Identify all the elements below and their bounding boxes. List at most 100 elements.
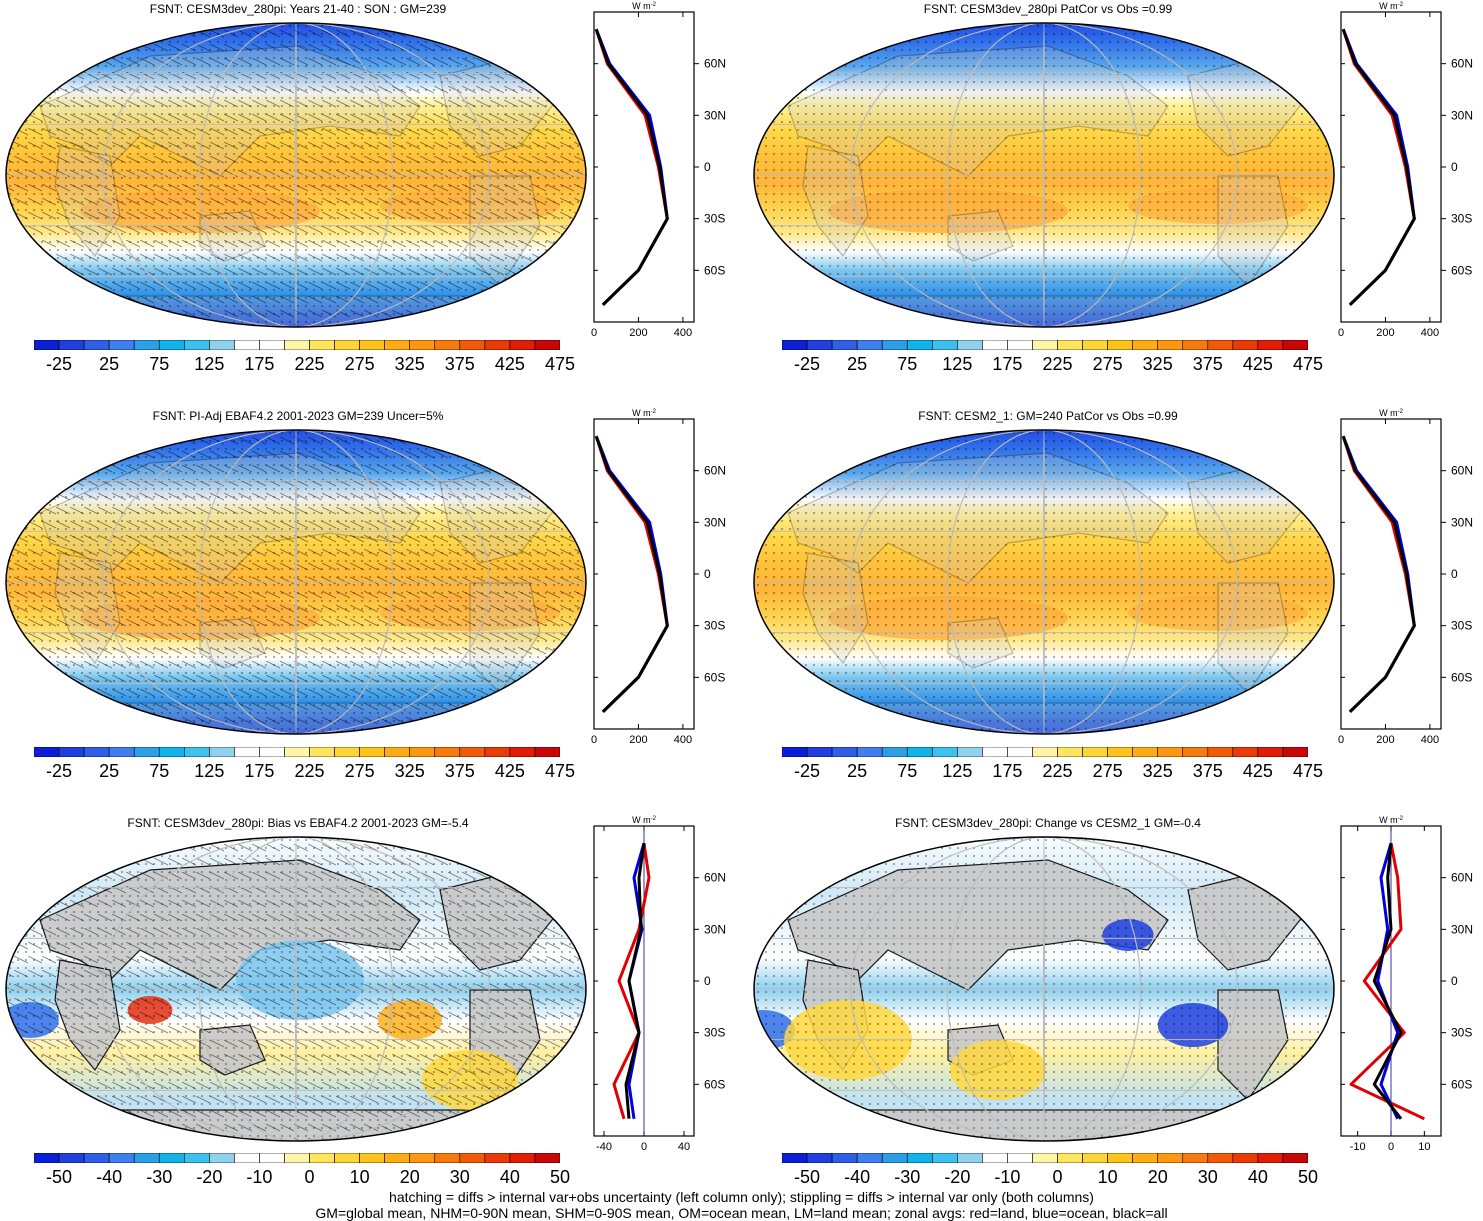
colorbar-swatch <box>334 340 360 350</box>
map-panel-2 <box>753 22 1335 328</box>
colorbar-swatch <box>83 747 110 757</box>
colorbar-label: 425 <box>1242 354 1273 374</box>
colorbar-swatch <box>434 340 461 350</box>
colorbar-label: -30 <box>894 1167 921 1187</box>
colorbar-swatch <box>856 747 883 757</box>
map-panel-3 <box>5 429 587 735</box>
colorbar-label: 75 <box>149 354 170 374</box>
colorbar-swatch <box>1157 340 1184 350</box>
colorbar-swatch <box>34 340 60 350</box>
series-line-all <box>624 842 646 1119</box>
colorbar-label: 50 <box>549 1167 571 1187</box>
colorbar-swatch <box>782 747 808 757</box>
colorbar-label: -25 <box>46 761 73 781</box>
colorbar-swatch <box>806 1153 833 1163</box>
colorbar-swatch <box>434 1153 461 1163</box>
map-panel-5 <box>5 836 587 1142</box>
zonal-profile-6: W m-2 60N 30N 0 30S 60S -10 0 10 <box>1340 815 1473 1153</box>
profile-unit-label: W m-2 <box>632 1 656 11</box>
colorbar-swatch <box>831 747 858 757</box>
colorbar-swatch <box>831 340 858 350</box>
colorbar-swatch <box>509 1153 536 1163</box>
x-tick-label: 0 <box>1338 734 1344 746</box>
lat-tick-label: 30N <box>704 515 726 529</box>
colorbar-swatch <box>34 1153 60 1163</box>
profile-unit-label: W m-2 <box>632 408 656 418</box>
colorbar-swatch <box>1132 747 1159 757</box>
colorbar-swatch <box>359 1153 385 1163</box>
series-line-all <box>594 28 669 306</box>
colorbar-4 <box>782 747 1308 757</box>
colorbar-swatch <box>384 747 411 757</box>
footer-line-2: GM=global mean, NHM=0-90N mean, SHM=0-90… <box>315 1205 1168 1221</box>
colorbar-swatch <box>1282 1153 1308 1163</box>
colorbar-label: 275 <box>344 761 375 781</box>
profile-unit-label: W m-2 <box>632 815 656 825</box>
colorbar-swatch <box>881 340 908 350</box>
colorbar-swatch <box>384 340 411 350</box>
panel-title: FSNT: CESM2_1: GM=240 PatCor vs Obs =0.9… <box>918 409 1178 423</box>
colorbar-swatch <box>534 340 560 350</box>
colorbar-label: -25 <box>794 354 821 374</box>
colorbar-label: 375 <box>444 761 475 781</box>
colorbar-label: -10 <box>994 1167 1021 1187</box>
colorbar-label: 375 <box>1192 354 1223 374</box>
colorbar-swatch <box>234 747 260 757</box>
lat-tick-label: 0 <box>704 974 711 988</box>
colorbar-swatch <box>534 747 560 757</box>
zonal-profile-3: W m-2 60N 30N 0 30S 60S 0 200 400 <box>591 408 726 746</box>
colorbar-swatch <box>484 1153 511 1163</box>
lat-tick-label: 0 <box>1451 160 1458 174</box>
colorbar-swatch <box>359 340 385 350</box>
colorbar-swatch <box>982 340 1008 350</box>
colorbar-3 <box>34 747 560 757</box>
colorbar-swatch <box>158 340 185 350</box>
colorbar-swatch <box>982 1153 1008 1163</box>
colorbar-label: 175 <box>992 354 1023 374</box>
colorbar-swatch <box>881 1153 908 1163</box>
colorbar-label: 175 <box>244 354 275 374</box>
colorbar-swatch <box>931 1153 958 1163</box>
colorbar-label: 25 <box>99 761 120 781</box>
x-tick-label: 200 <box>629 734 647 746</box>
colorbar-label: -20 <box>944 1167 971 1187</box>
colorbar-label: 175 <box>244 761 275 781</box>
lat-tick-label: 30S <box>704 1026 725 1040</box>
colorbar-label: 225 <box>294 761 325 781</box>
colorbar-5 <box>34 1153 560 1163</box>
zonal-profile-2: W m-2 60N 30N 0 30S 60S 0 200 400 <box>1338 1 1473 339</box>
colorbar-swatch <box>1132 1153 1159 1163</box>
colorbar-swatch <box>1232 747 1259 757</box>
colorbar-label: 275 <box>1092 354 1123 374</box>
colorbar-label: 10 <box>1097 1167 1118 1187</box>
lat-tick-label: 30N <box>704 108 726 122</box>
lat-tick-label: 0 <box>704 160 711 174</box>
colorbar-swatch <box>1007 1153 1033 1163</box>
x-tick-label: 0 <box>591 734 597 746</box>
colorbar-label: 275 <box>344 354 375 374</box>
colorbar-swatch <box>982 747 1008 757</box>
colorbar-label: 475 <box>544 354 576 374</box>
colorbar-label: -40 <box>844 1167 871 1187</box>
panel-title: FSNT: CESM3dev_280pi PatCor vs Obs =0.99 <box>923 2 1173 16</box>
colorbar-swatch <box>83 340 110 350</box>
colorbar-swatch <box>334 1153 360 1163</box>
colorbar-swatch <box>183 340 210 350</box>
lat-tick-label: 30S <box>704 619 725 633</box>
colorbar-swatch <box>359 747 385 757</box>
colorbar-label: 425 <box>494 761 525 781</box>
footer-line-1: hatching = diffs > internal var+obs unce… <box>389 1189 1094 1205</box>
colorbar-label: 225 <box>1042 354 1073 374</box>
x-tick-label: -10 <box>1350 1141 1366 1153</box>
colorbar-swatch <box>1107 747 1133 757</box>
colorbar-swatch <box>1257 747 1284 757</box>
colorbar-swatch <box>183 747 210 757</box>
colorbar-swatch <box>1032 1153 1058 1163</box>
colorbar-swatch <box>831 1153 858 1163</box>
colorbar-swatch <box>782 340 808 350</box>
colorbar-label: 125 <box>194 761 225 781</box>
colorbar-swatch <box>34 747 60 757</box>
colorbar-swatch <box>1132 340 1159 350</box>
colorbar-label: 25 <box>847 761 868 781</box>
colorbar-swatch <box>1232 340 1259 350</box>
